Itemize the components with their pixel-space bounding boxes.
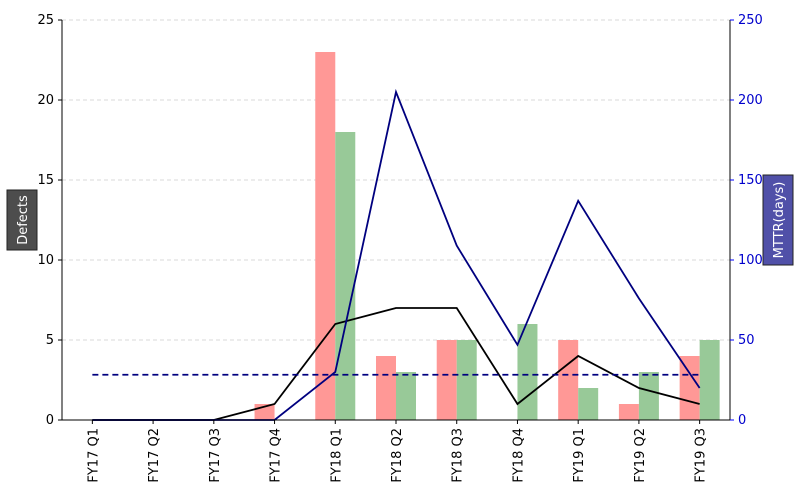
y2-tick-label: 0 xyxy=(738,413,746,428)
y2-tick-label: 250 xyxy=(738,13,763,28)
x-tick-label: FY17 Q3 xyxy=(208,428,223,483)
bar xyxy=(315,52,336,420)
y2-tick-label: 150 xyxy=(738,173,763,188)
x-tick-label: FY18 Q2 xyxy=(390,428,405,483)
y-tick-label: 10 xyxy=(37,253,54,268)
x-tick-label: FY19 Q2 xyxy=(633,428,648,483)
y2-tick-label: 100 xyxy=(738,253,763,268)
y-tick-label: 15 xyxy=(37,173,54,188)
x-tick-label: FY17 Q2 xyxy=(147,428,162,483)
y2-axis-label: MTTR(days) xyxy=(772,182,787,259)
x-tick-label: FY19 Q1 xyxy=(572,428,587,483)
bar xyxy=(679,356,700,420)
x-tick-label: FY18 Q4 xyxy=(511,428,526,483)
y-tick-label: 20 xyxy=(37,93,54,108)
x-tick-label: FY17 Q4 xyxy=(269,428,284,483)
y-axis-label: Defects xyxy=(16,195,31,245)
y-axis-title-left: Defects xyxy=(6,189,38,251)
bar xyxy=(436,340,457,420)
bar xyxy=(517,324,538,420)
bar xyxy=(578,388,599,420)
bar xyxy=(456,340,477,420)
bars xyxy=(254,52,720,420)
bar xyxy=(335,132,356,420)
y2-tick-label: 200 xyxy=(738,93,763,108)
bar xyxy=(376,356,396,420)
y-tick-label: 25 xyxy=(37,13,54,28)
y-tick-label: 0 xyxy=(46,413,54,428)
x-tick-label: FY18 Q3 xyxy=(451,428,466,483)
bar xyxy=(618,404,639,420)
x-tick-label: FY19 Q3 xyxy=(694,428,709,483)
y-axis-title-right: MTTR(days) xyxy=(762,174,794,266)
bar xyxy=(558,340,579,420)
bar xyxy=(638,372,659,420)
bar xyxy=(396,372,416,420)
x-tick-label: FY18 Q1 xyxy=(329,428,344,483)
y2-tick-label: 50 xyxy=(738,333,755,348)
x-tick-label: FY17 Q1 xyxy=(86,428,101,483)
bar xyxy=(699,340,720,420)
y-tick-label: 5 xyxy=(46,333,54,348)
